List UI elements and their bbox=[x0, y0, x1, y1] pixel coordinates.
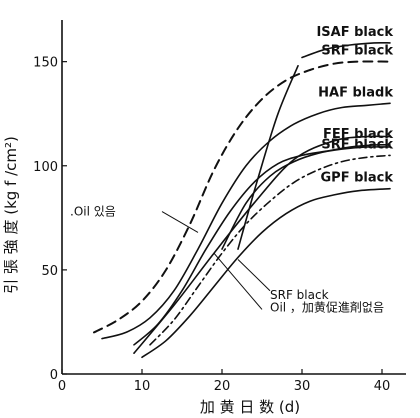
axes bbox=[61, 20, 406, 375]
series-line-8 bbox=[237, 65, 299, 250]
x-tick-label: 10 bbox=[134, 379, 151, 394]
series-label: GPF black bbox=[321, 171, 394, 186]
annotation: .Oil 있음 bbox=[70, 205, 116, 219]
annotation-leader bbox=[213, 252, 263, 310]
series-line-6 bbox=[221, 146, 391, 250]
x-tick-label: 20 bbox=[214, 379, 231, 394]
y-tick-label: 150 bbox=[33, 56, 58, 71]
series-label: SRF black bbox=[321, 44, 393, 59]
x-axis-title: 加 黄 日 数 (d) bbox=[200, 398, 300, 416]
series-line-3 bbox=[133, 143, 391, 346]
annotation: SRF black bbox=[270, 288, 329, 302]
x-tick-label: 0 bbox=[58, 379, 66, 394]
series-line-7 bbox=[133, 135, 391, 354]
x-tick-label: 40 bbox=[374, 379, 391, 394]
series-line-2 bbox=[101, 102, 391, 340]
series-label: HAF bladk bbox=[318, 85, 393, 100]
y-tick-label: 0 bbox=[50, 368, 58, 383]
series-line-4 bbox=[149, 154, 391, 346]
annotation-leader bbox=[161, 211, 199, 233]
annotation-leader bbox=[237, 259, 271, 292]
ticks: 0 10 20 30 40 0 50 100 150 bbox=[33, 56, 390, 394]
y-tick-label: 100 bbox=[33, 160, 58, 175]
series-line-0 bbox=[301, 41, 391, 59]
y-tick-label: 50 bbox=[41, 264, 58, 279]
y-axis-title: 引 張 強 度 (kg f /cm²) bbox=[2, 136, 20, 294]
series-label: SRF black bbox=[321, 137, 393, 152]
x-tick-label: 30 bbox=[294, 379, 311, 394]
series-label: ISAF black bbox=[316, 25, 393, 40]
annotation: Oil ，加黄促進剤없음 bbox=[270, 300, 384, 315]
series-line-1 bbox=[93, 60, 391, 334]
series-lines bbox=[93, 41, 391, 359]
series-line-5 bbox=[141, 187, 391, 359]
series-label: FEF black bbox=[323, 127, 393, 142]
